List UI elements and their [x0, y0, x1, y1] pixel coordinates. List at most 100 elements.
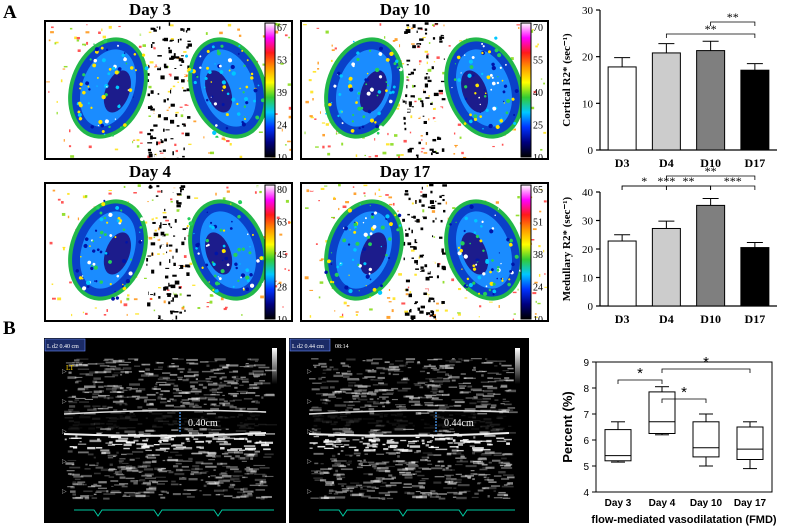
panel-label-a: A [3, 2, 17, 23]
significance-label: * [681, 384, 687, 401]
map-title-day-17: Day 17 [379, 162, 431, 181]
colorbar-tick: 55 [533, 56, 543, 67]
colorbar-day-3: 67 53 39 24 10 [264, 22, 287, 160]
map-title-day-3: Day 3 [128, 0, 172, 19]
svg-text:▷: ▷ [62, 459, 67, 465]
y-tick-label: 6 [583, 436, 589, 447]
x-axis-label: flow-mediated vasodilatation (FMD) [591, 514, 777, 526]
cortical-r2-chart: 0 10 20 30 Cortical R2* (sec⁻¹) D3 D4 D10 D17 ** *… [561, 5, 777, 170]
significance-label: * [637, 365, 643, 382]
r2star-map-day-10 [300, 20, 549, 160]
colorbar-tick: 10 [277, 315, 287, 322]
colorbar-tick: 40 [533, 88, 543, 99]
colorbar-tick: 80 [277, 185, 287, 196]
error-bar [746, 63, 763, 71]
box-day-3 [604, 421, 632, 463]
colorbar-day-17: 65 51 38 24 10 [520, 184, 543, 322]
svg-text:▷: ▷ [62, 399, 67, 405]
bar-d3 [607, 66, 637, 151]
ultrasound-image-right: L d2 0.44 cm 08:14 ▷ ▷ ▷ ▷ ▷ 0.44cm [289, 338, 529, 523]
ultrasound-image-left: L d2 0.40 cm ▷ ▷ ▷ ▷ ▷ LT 0.40cm [44, 338, 286, 523]
bar-d17 [740, 247, 770, 307]
bar-d4 [651, 52, 681, 151]
significance-label: *** [657, 174, 675, 188]
significance-label: * [641, 174, 647, 188]
x-tick-label: D4 [659, 156, 674, 170]
significance-label: * [703, 354, 709, 371]
x-tick-label: D17 [745, 312, 766, 326]
box-day-17 [736, 421, 764, 470]
error-bar [702, 198, 719, 206]
svg-text:▷: ▷ [62, 489, 67, 495]
colorbar-tick: 28 [277, 283, 287, 294]
fmd-box-plot: 4 5 6 7 8 9 Percent (%) Day 3 Day 4 Day 10 Day 17 f… [560, 354, 777, 526]
significance-label: ** [705, 22, 717, 36]
significance-label: ** [705, 164, 717, 178]
colorbar-tick: 53 [277, 56, 287, 67]
svg-text:▷: ▷ [62, 369, 67, 375]
error-bar [658, 43, 675, 53]
error-bar [702, 40, 719, 51]
x-tick-label: Day 17 [734, 498, 767, 509]
significance-bracket [710, 21, 756, 26]
significance-label: *** [724, 174, 742, 188]
y-tick-label: 20 [582, 52, 594, 64]
y-tick-label: 0 [588, 301, 594, 313]
x-tick-label: D3 [615, 156, 630, 170]
y-tick-label: 5 [583, 462, 589, 473]
y-tick-label: 10 [582, 98, 594, 110]
colorbar-day-4: 80 63 45 28 10 [264, 184, 287, 322]
svg-text:▷: ▷ [307, 369, 312, 375]
y-tick-label: 30 [582, 5, 594, 17]
significance-label: ** [727, 10, 739, 24]
r2star-map-day-3 [44, 20, 293, 160]
significance-bracket [665, 33, 756, 38]
bar-d10 [696, 50, 726, 151]
colorbar-tick: 38 [533, 250, 543, 261]
measurement-header: L d2 0.44 cm [292, 344, 324, 350]
ecg-trace [319, 509, 515, 517]
x-tick-label: Day 4 [649, 498, 676, 509]
x-tick-label: D10 [700, 156, 721, 170]
y-tick-label: 9 [583, 358, 589, 369]
diameter-measurement: 0.44cm [444, 418, 474, 429]
y-axis-label: Cortical R2* (sec⁻¹) [561, 33, 573, 127]
colorbar-tick: 67 [277, 23, 287, 34]
y-tick-label: 7 [583, 410, 589, 421]
ecg-trace [74, 509, 274, 517]
y-tick-label: 20 [582, 244, 594, 256]
colorbar-tick: 65 [533, 185, 543, 196]
error-bar [658, 220, 675, 229]
bar-d10 [696, 204, 726, 307]
colorbar-tick: 24 [533, 283, 543, 294]
significance-bracket [617, 379, 663, 384]
y-tick-label: 8 [583, 384, 589, 395]
colorbar-day-10: 70 55 40 25 10 [520, 22, 543, 160]
x-tick-label: D10 [700, 312, 721, 326]
svg-text:▷: ▷ [307, 489, 312, 495]
error-bar [614, 234, 631, 242]
significance-bracket [710, 185, 756, 190]
y-axis-label: Percent (%) [560, 391, 575, 463]
bar-d4 [651, 227, 681, 307]
colorbar-tick: 24 [277, 121, 287, 132]
plot-frame [595, 361, 773, 493]
r2star-map-day-17 [300, 182, 549, 322]
bar-d3 [607, 240, 637, 307]
significance-bracket [661, 398, 707, 403]
y-tick-label: 4 [583, 488, 589, 499]
colorbar-tick: 63 [277, 218, 287, 229]
r2star-map-day-4 [44, 182, 293, 322]
x-tick-label: D17 [745, 156, 766, 170]
x-tick-label: Day 3 [605, 498, 632, 509]
error-bar [614, 57, 631, 67]
medullary-r2-chart: 0 10 20 30 40 Medullary R2* (sec⁻¹) D3 D4 D10 D17… [561, 164, 777, 326]
y-axis-label: Medullary R2* (sec⁻¹) [561, 196, 573, 301]
colorbar-tick: 10 [533, 315, 543, 322]
colorbar-tick: 70 [533, 23, 543, 34]
y-tick-label: 10 [582, 273, 594, 285]
box-day-4 [648, 386, 676, 436]
bar-d17 [740, 69, 770, 151]
side-label: LT [66, 364, 75, 372]
colorbar-tick: 10 [533, 153, 543, 160]
